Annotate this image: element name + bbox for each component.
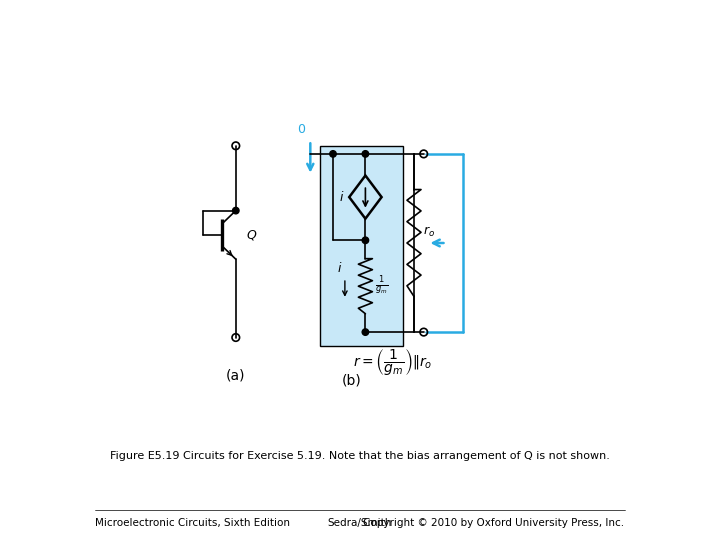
Text: Figure E5.19 Circuits for Exercise 5.19. Note that the bias arrangement of Q is : Figure E5.19 Circuits for Exercise 5.19.… [110, 451, 610, 461]
Text: $0$: $0$ [297, 123, 306, 136]
Text: $r = \left(\dfrac{1}{g_m}\right)\|r_o$: $r = \left(\dfrac{1}{g_m}\right)\|r_o$ [353, 347, 432, 377]
Text: Copyright © 2010 by Oxford University Press, Inc.: Copyright © 2010 by Oxford University Pr… [364, 518, 625, 528]
Bar [320, 146, 403, 346]
Text: (a): (a) [226, 368, 246, 382]
Text: Microelectronic Circuits, Sixth Edition: Microelectronic Circuits, Sixth Edition [95, 518, 290, 528]
Circle shape [330, 151, 336, 157]
Circle shape [362, 151, 369, 157]
Text: $i$: $i$ [339, 190, 345, 204]
Circle shape [362, 329, 369, 335]
Text: $\frac{1}{g_m}$: $\frac{1}{g_m}$ [375, 275, 388, 298]
Text: $Q$: $Q$ [246, 228, 257, 242]
Text: (b): (b) [342, 374, 361, 388]
Circle shape [233, 207, 239, 214]
Text: $r_o$: $r_o$ [423, 225, 435, 239]
Text: $i$: $i$ [337, 261, 342, 275]
Text: Sedra/Smith: Sedra/Smith [328, 518, 392, 528]
Circle shape [362, 237, 369, 244]
